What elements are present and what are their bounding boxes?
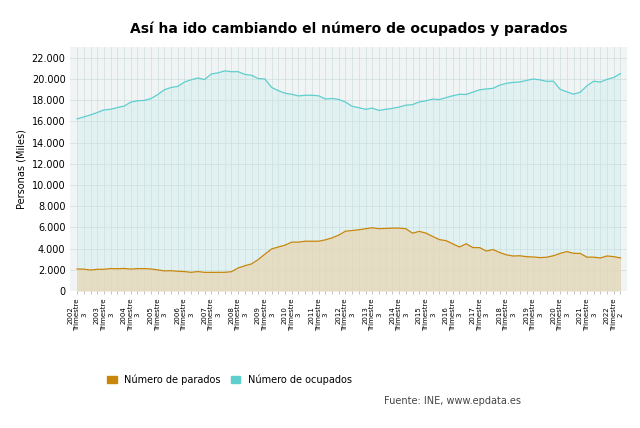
Line: Número de ocupados: Número de ocupados [77, 71, 621, 119]
Número de ocupados [228, 69, 236, 74]
Legend: Número de parados, Número de ocupados: Número de parados, Número de ocupados [103, 370, 356, 389]
Número de ocupados [502, 81, 510, 86]
Número de parados [228, 269, 236, 274]
Text: Fuente: INE, www.epdata.es: Fuente: INE, www.epdata.es [384, 396, 521, 407]
Número de parados [201, 270, 209, 275]
Número de parados [335, 232, 342, 238]
Número de parados [207, 270, 215, 275]
Número de parados [369, 225, 376, 230]
Número de ocupados [221, 68, 228, 74]
Número de parados [617, 256, 625, 261]
Número de ocupados [73, 116, 81, 122]
Número de parados [523, 254, 531, 259]
Número de ocupados [234, 69, 242, 74]
Número de ocupados [201, 77, 209, 82]
Y-axis label: Personas (Miles): Personas (Miles) [16, 129, 26, 209]
Número de ocupados [617, 71, 625, 76]
Número de ocupados [516, 80, 524, 85]
Número de parados [73, 266, 81, 271]
Número de parados [234, 265, 242, 270]
Número de parados [509, 253, 517, 259]
Line: Número de parados: Número de parados [77, 228, 621, 272]
Número de ocupados [335, 97, 342, 102]
Title: Así ha ido cambiando el número de ocupados y parados: Así ha ido cambiando el número de ocupad… [130, 22, 568, 36]
